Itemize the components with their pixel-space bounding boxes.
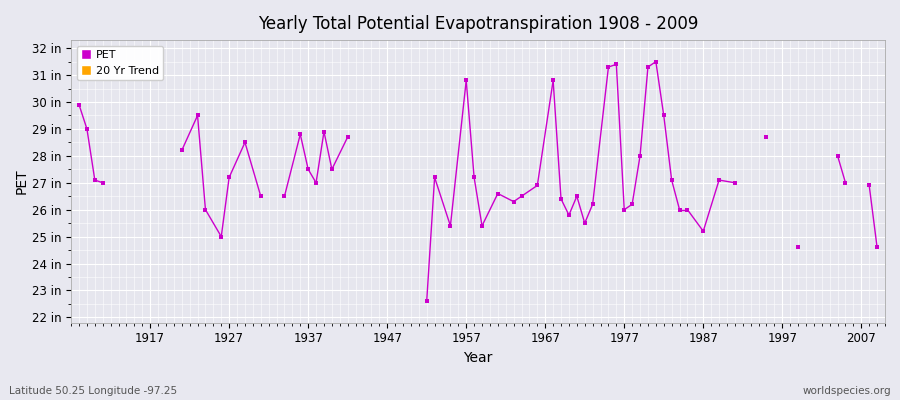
Y-axis label: PET: PET	[15, 169, 29, 194]
Legend: PET, 20 Yr Trend: PET, 20 Yr Trend	[76, 46, 163, 80]
Title: Yearly Total Potential Evapotranspiration 1908 - 2009: Yearly Total Potential Evapotranspiratio…	[258, 15, 698, 33]
X-axis label: Year: Year	[464, 351, 493, 365]
Text: Latitude 50.25 Longitude -97.25: Latitude 50.25 Longitude -97.25	[9, 386, 177, 396]
Text: worldspecies.org: worldspecies.org	[803, 386, 891, 396]
